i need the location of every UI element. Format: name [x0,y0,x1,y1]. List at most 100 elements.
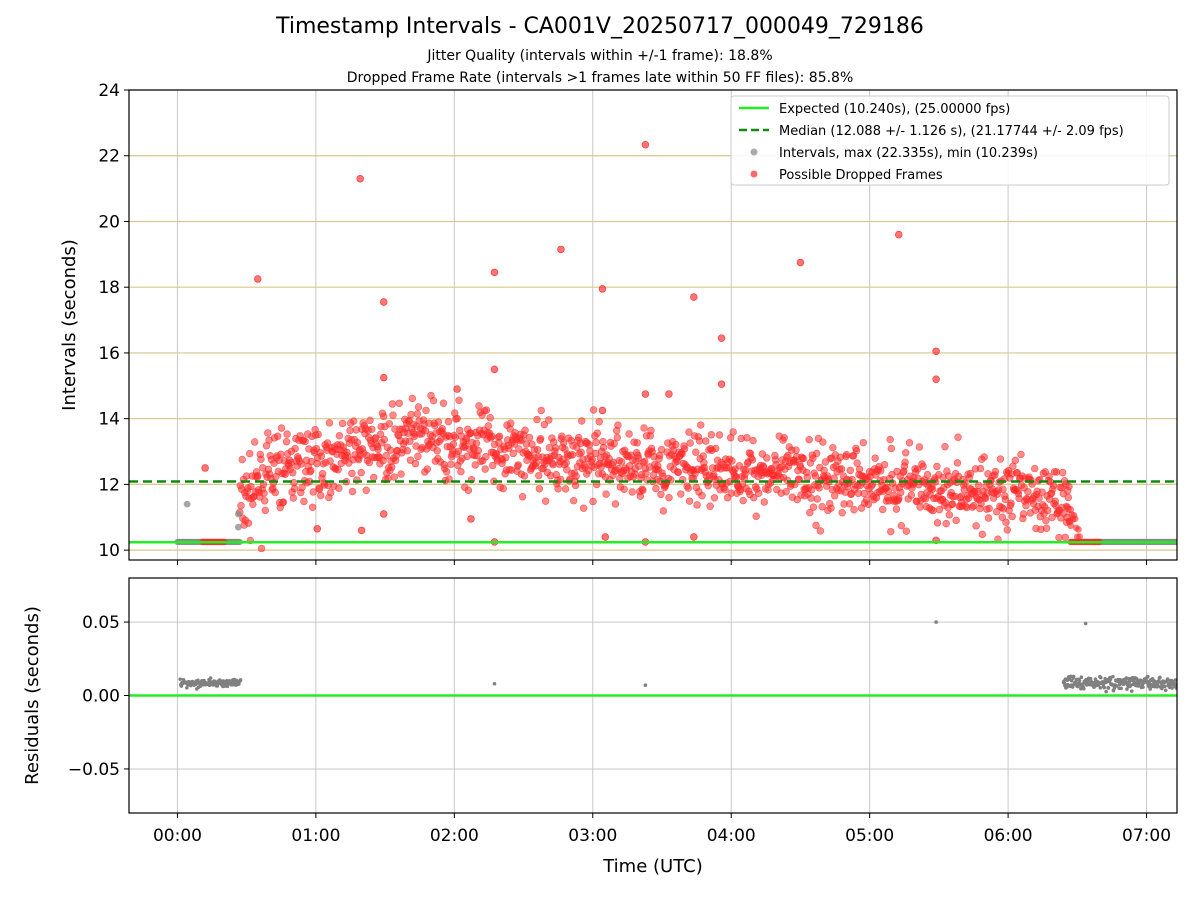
dropped-frame-point [554,485,562,493]
residual-point [643,683,648,688]
y-tick-label: 14 [98,410,120,430]
dropped-frame-point [1059,468,1067,477]
dropped-frame-point [537,406,545,415]
x-tick-label: 02:00 [430,826,479,846]
dropped-frame-point [298,483,306,492]
dropped-frame-point [365,458,374,467]
dropped-frame-point [439,399,448,407]
dropped-frame-point [659,507,668,515]
dropped-frame-point [972,522,980,530]
residual-point [1077,678,1082,683]
dropped-frame-point [952,516,960,525]
dropped-frame-point [486,414,494,422]
dropped-frame-point [1067,522,1075,530]
residual-point [234,678,239,683]
y-tick-label: 10 [98,541,120,561]
dropped-frame-point [685,497,694,505]
dropped-frame-point [421,427,430,435]
dropped-frame-point [325,419,334,427]
dropped-frame-point [335,484,343,492]
dropped-frame-point [815,484,823,492]
y-tick-label: 16 [98,344,120,364]
dropped-frame-point [407,410,415,419]
dropped-frame-point [754,489,763,497]
dropped-frame-point [1044,506,1052,515]
dropped-frame-point [639,486,647,495]
x-tick-label: 03:00 [568,826,617,846]
dropped-frame-point [652,484,660,493]
dropped-frame-point [380,373,388,382]
dropped-frame-point [484,422,493,430]
dropped-frame-point [838,509,846,517]
dropped-frame-point [974,481,983,490]
dropped-frame-rate-subtitle: Dropped Frame Rate (intervals >1 frames … [346,70,854,86]
residual-point [185,685,189,690]
dropped-frame-point [540,420,549,429]
dropped-frame-point [380,510,388,518]
dropped-frame-point [1076,533,1083,540]
dropped-frame-point [749,436,757,445]
dropped-frame-point [318,470,327,478]
x-axis-label: Time (UTC) [602,856,703,877]
dropped-frame-point [853,459,861,467]
dropped-frame-point [827,504,835,512]
legend-dropped-frames-label: Possible Dropped Frames [779,168,943,183]
residuals-panel: −0.05 0.00 0.05 00:00 01:00 02:00 03:00 04:00 05… [22,577,1178,877]
dropped-frame-point [942,519,950,528]
dropped-frame-point [739,496,747,505]
dropped-frame-point [572,472,580,480]
dropped-frame-point [699,452,707,460]
dropped-frame-point [447,460,455,468]
residual-point [1108,677,1113,682]
dropped-frame-point [274,432,282,440]
dropped-frame-point [549,461,557,469]
dropped-frame-point [348,487,357,496]
dropped-frame-point [852,447,861,455]
dropped-frame-point [695,437,704,445]
dropped-frame-point [571,481,580,490]
dropped-frame-point [782,488,790,496]
dropped-frame-point [685,428,693,436]
y-tick-label: 22 [98,147,120,167]
dropped-frame-point [264,429,272,437]
dropped-frame-point [502,453,510,462]
dropped-frame-point [562,459,570,467]
dropped-frame-point [309,488,317,496]
y-tick-label: 0.00 [82,687,120,707]
dropped-frame-point [717,334,726,342]
dropped-frame-point [985,504,993,513]
dropped-frame-point [633,439,641,447]
dropped-frame-point [283,430,291,438]
dropped-frame-point [998,513,1006,521]
dropped-frame-point [895,230,903,239]
dropped-frame-point [327,488,335,497]
dropped-frame-point [1002,518,1010,527]
dropped-frame-point [1017,450,1025,459]
dropped-frame-point [350,417,358,425]
residual-point [1074,680,1078,685]
dropped-frame-point [887,527,895,536]
dropped-frame-point [796,258,805,267]
dropped-frame-point [244,519,253,527]
dropped-frame-point [1019,510,1028,518]
dropped-frame-point [558,432,566,440]
dropped-frame-point [374,445,382,453]
y-tick-label: 20 [98,212,120,232]
residual-point [1158,675,1162,680]
dropped-frame-point [1011,456,1020,465]
dropped-frame-point [525,433,534,442]
dropped-frame-point [877,467,885,475]
dropped-frame-point [613,433,621,442]
dropped-frame-point [1001,495,1010,504]
residual-point [1145,674,1150,679]
dropped-frame-point [411,459,420,468]
dropped-frame-point [919,462,927,471]
dropped-frame-point [792,446,800,454]
dropped-frame-point [422,406,430,415]
dropped-frame-point [741,466,750,474]
dropped-frame-point [933,462,941,471]
dropped-frame-point [338,419,347,428]
dropped-frame-point [454,447,463,456]
dropped-frame-point [999,485,1007,493]
dropped-frame-point [414,452,422,461]
